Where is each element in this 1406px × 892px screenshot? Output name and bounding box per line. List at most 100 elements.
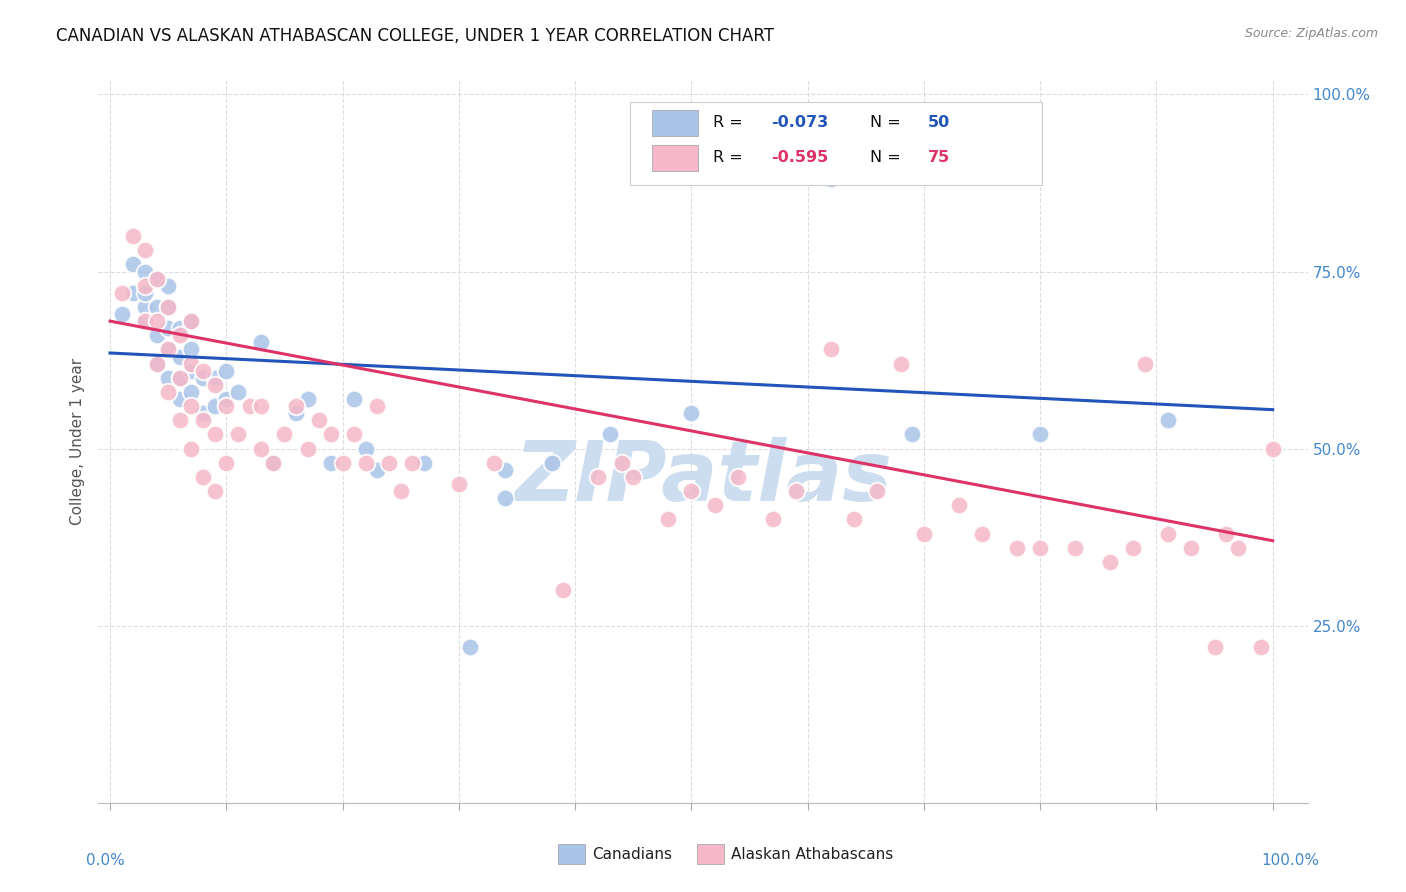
Text: Alaskan Athabascans: Alaskan Athabascans [731, 847, 893, 862]
Point [169, 371, 191, 385]
Point [413, 456, 436, 470]
Point [250, 335, 273, 350]
Point [191, 371, 214, 385]
Point [157, 343, 180, 357]
Point [191, 406, 214, 420]
Point [169, 321, 191, 335]
Point [308, 413, 330, 427]
Point [134, 285, 156, 300]
Point [820, 343, 842, 357]
Point [621, 470, 644, 484]
Point [820, 172, 842, 186]
Point [1157, 413, 1180, 427]
Point [134, 300, 156, 314]
Point [250, 399, 273, 413]
Point [204, 399, 226, 413]
Point [912, 526, 935, 541]
Point [180, 314, 202, 328]
Point [319, 456, 342, 470]
Point [1122, 541, 1144, 555]
Point [681, 406, 703, 420]
Point [970, 526, 993, 541]
Point [297, 392, 319, 406]
Point [226, 384, 249, 399]
Point [145, 314, 167, 328]
Point [134, 314, 156, 328]
Point [901, 427, 924, 442]
Point [169, 413, 191, 427]
Point [145, 271, 167, 285]
Text: R =: R = [713, 150, 748, 165]
Point [366, 463, 388, 477]
Point [366, 399, 388, 413]
Point [890, 357, 912, 371]
Point [1226, 541, 1249, 555]
Point [169, 371, 191, 385]
Point [262, 456, 284, 470]
Text: Canadians: Canadians [592, 847, 672, 862]
Point [157, 278, 180, 293]
Point [215, 399, 238, 413]
Point [180, 314, 202, 328]
Point [239, 399, 262, 413]
Point [1261, 442, 1284, 456]
Text: 75: 75 [928, 150, 950, 165]
Point [482, 456, 505, 470]
FancyBboxPatch shape [630, 102, 1042, 185]
Point [401, 456, 423, 470]
Point [215, 456, 238, 470]
Point [1029, 541, 1052, 555]
Text: Source: ZipAtlas.com: Source: ZipAtlas.com [1244, 27, 1378, 40]
Point [1005, 541, 1028, 555]
Point [145, 271, 167, 285]
Text: 100.0%: 100.0% [1261, 854, 1320, 869]
Point [389, 484, 412, 499]
Point [111, 307, 134, 321]
Point [657, 512, 679, 526]
Point [180, 364, 202, 378]
Point [169, 328, 191, 343]
Point [122, 285, 145, 300]
Point [180, 442, 202, 456]
Point [180, 384, 202, 399]
Point [180, 399, 202, 413]
Point [599, 427, 621, 442]
Point [134, 264, 156, 278]
Point [588, 470, 610, 484]
Point [134, 278, 156, 293]
Point [285, 406, 308, 420]
FancyBboxPatch shape [652, 110, 699, 136]
Point [180, 357, 202, 371]
Point [157, 321, 180, 335]
Point [681, 484, 703, 499]
Point [447, 477, 470, 491]
Point [250, 442, 273, 456]
Point [1064, 541, 1087, 555]
Point [297, 442, 319, 456]
Text: CANADIAN VS ALASKAN ATHABASCAN COLLEGE, UNDER 1 YEAR CORRELATION CHART: CANADIAN VS ALASKAN ATHABASCAN COLLEGE, … [56, 27, 775, 45]
Point [1157, 526, 1180, 541]
Point [134, 314, 156, 328]
Point [157, 384, 180, 399]
Text: R =: R = [713, 115, 748, 130]
Point [145, 357, 167, 371]
Text: ZIPatlas: ZIPatlas [515, 437, 891, 518]
Point [204, 371, 226, 385]
Point [1204, 640, 1226, 654]
Text: 0.0%: 0.0% [86, 854, 125, 869]
Point [460, 640, 482, 654]
Point [1133, 357, 1156, 371]
Y-axis label: College, Under 1 year: College, Under 1 year [70, 358, 86, 525]
FancyBboxPatch shape [558, 844, 585, 864]
Point [332, 456, 354, 470]
Point [111, 285, 134, 300]
Point [610, 456, 633, 470]
Point [866, 484, 889, 499]
Text: -0.073: -0.073 [770, 115, 828, 130]
Text: 50: 50 [928, 115, 950, 130]
Point [157, 343, 180, 357]
Point [215, 392, 238, 406]
Point [785, 484, 807, 499]
Point [948, 498, 970, 512]
Point [1029, 427, 1052, 442]
